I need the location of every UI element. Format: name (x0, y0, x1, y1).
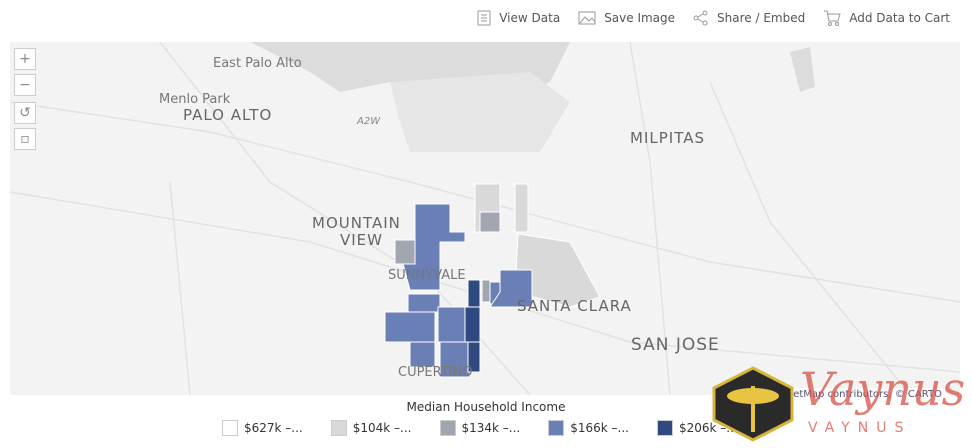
legend-swatch (330, 420, 347, 436)
reservoir (790, 47, 815, 92)
watermark: Vaynus (800, 362, 966, 416)
toolbar: View Data Save Image Share / Embed Add D… (477, 10, 950, 26)
place-label: Menlo Park (159, 92, 231, 107)
legend-item[interactable]: $104k –... (330, 420, 412, 436)
reset-view[interactable]: ↺ (14, 102, 36, 124)
legend-item[interactable]: $627k –... (222, 420, 303, 436)
salt-ponds (390, 72, 570, 152)
place-label: CUPERTINO (398, 365, 472, 380)
place-label: SUNNYVALE (388, 268, 466, 283)
place-label: VIEW (340, 231, 383, 249)
legend-label: $166k –... (570, 421, 629, 435)
button-label: Save Image (604, 11, 676, 25)
legend-swatch (222, 420, 238, 436)
place-label: SANTA CLARA (517, 297, 632, 315)
legend-swatch (657, 420, 673, 436)
add-to-cart-button[interactable]: Add Data to Cart (823, 10, 950, 26)
zoom-in[interactable]: + (14, 48, 36, 70)
place-label: MILPITAS (630, 129, 705, 147)
select-box[interactable]: ▫ (14, 128, 36, 150)
map[interactable]: East Palo Alto Menlo Park PALO ALTO A2W … (10, 42, 960, 395)
button-label: View Data (499, 11, 561, 25)
icon (578, 11, 596, 25)
place-label: SAN JOSE (631, 335, 720, 355)
legend-item[interactable]: $166k –... (548, 420, 629, 436)
watermark-logo (712, 366, 794, 442)
place-label: PALO ALTO (183, 106, 272, 124)
legend: $627k –... $104k –... $134k –... $166k –...… (222, 420, 738, 436)
icon (477, 10, 491, 26)
legend-swatch (439, 420, 456, 436)
button-label: Add Data to Cart (849, 11, 950, 25)
legend-label: $134k –... (461, 421, 521, 435)
legend-label: $627k –... (244, 421, 303, 435)
legend-label: $104k –... (352, 421, 412, 435)
icon (693, 10, 708, 26)
place-label: East Palo Alto (213, 56, 302, 71)
watermark: VAYNUS (808, 420, 912, 436)
button-label: Share / Embed (717, 11, 806, 25)
legend-title: Median Household Income (406, 400, 566, 414)
save-image-button[interactable]: Save Image (578, 10, 675, 26)
tracts (384, 183, 601, 378)
view-data-button[interactable]: View Data (477, 10, 560, 26)
place-label: MOUNTAIN (312, 214, 401, 232)
share-button[interactable]: Share / Embed (693, 10, 805, 26)
road-label: A2W (356, 116, 381, 127)
zoom-out[interactable]: − (14, 74, 36, 96)
icon (824, 10, 841, 26)
legend-swatch (548, 420, 565, 436)
legend-item[interactable]: $134k –... (439, 420, 521, 436)
